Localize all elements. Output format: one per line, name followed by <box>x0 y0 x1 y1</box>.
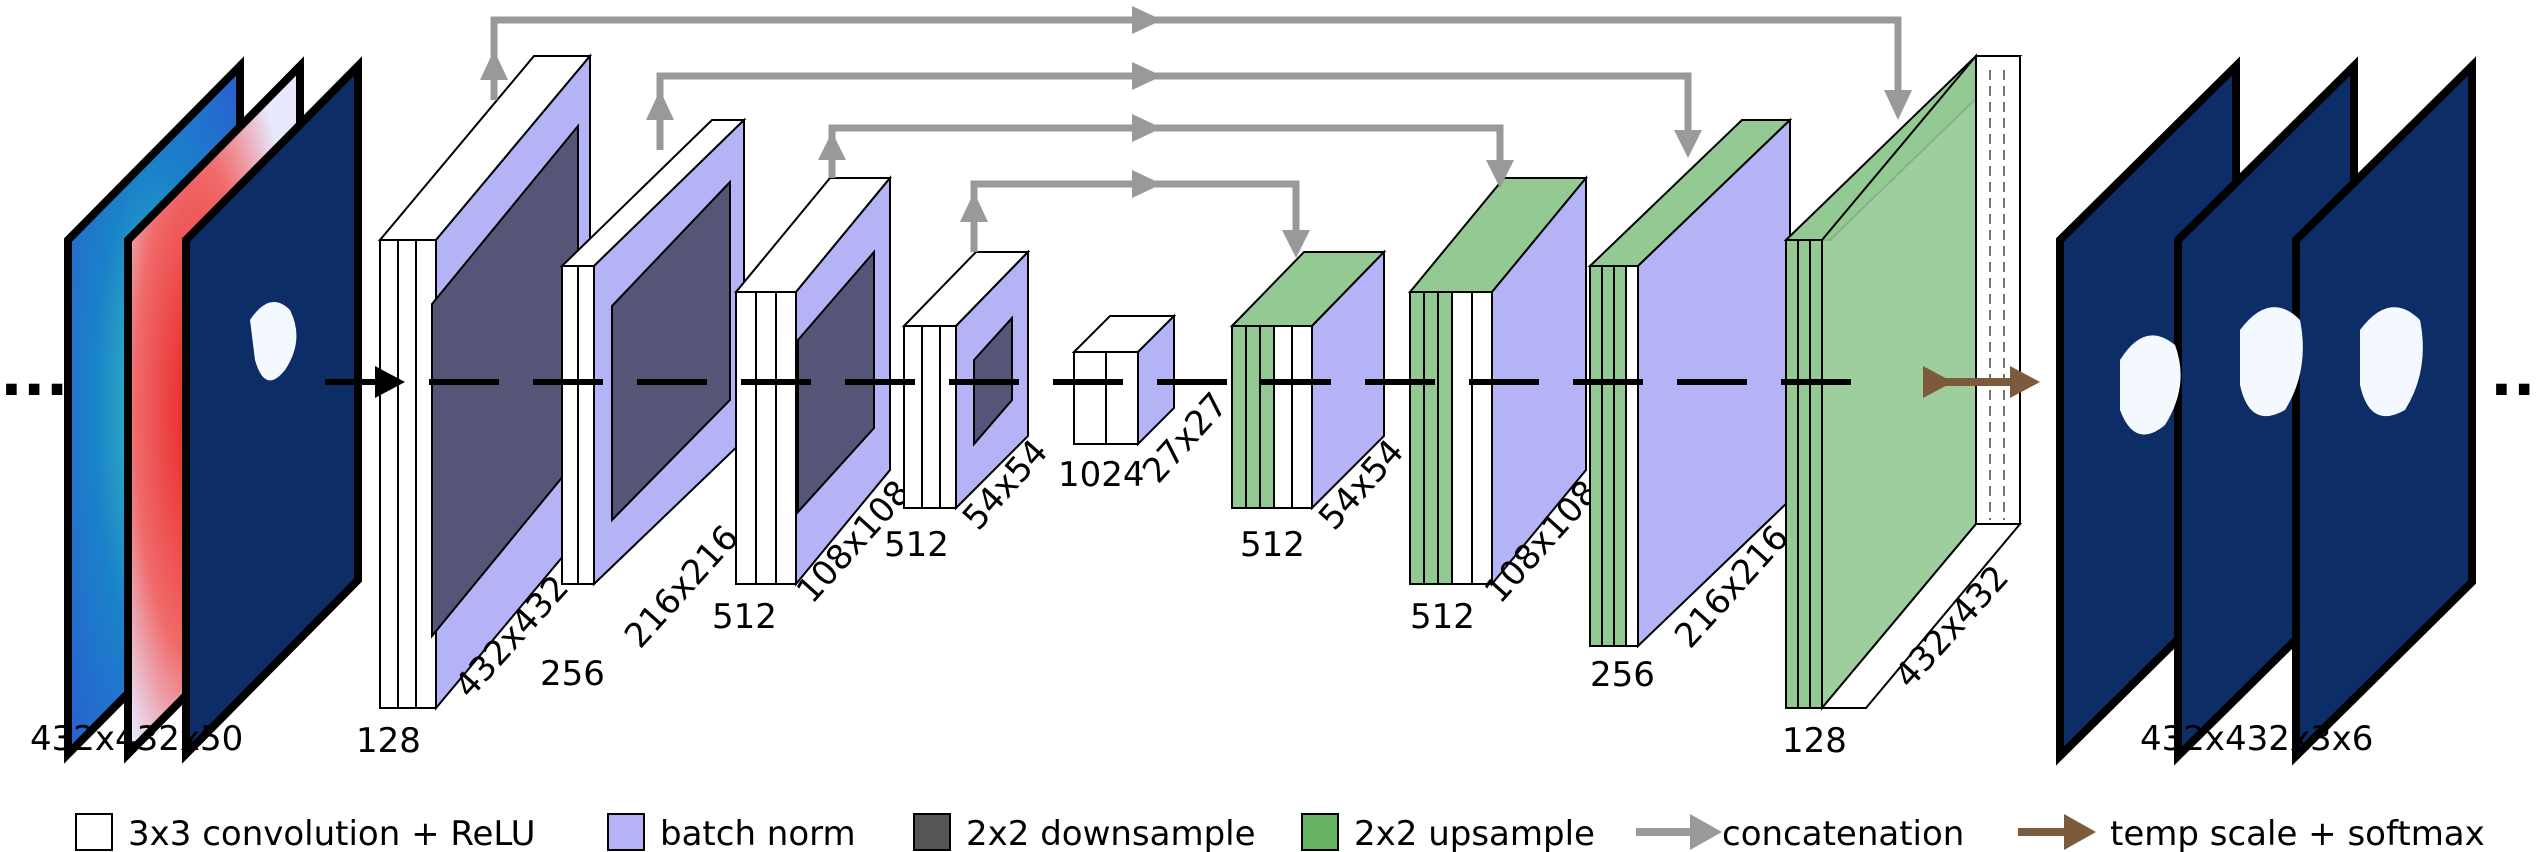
decoder-2-channels: 512 <box>1410 597 1475 637</box>
bottleneck-channels: 1024 <box>1058 455 1145 495</box>
output-dims-label: 432x432x3x6 <box>2140 719 2373 759</box>
upsample-layer <box>1423 291 1439 585</box>
legend-swatch-downsample <box>913 813 951 851</box>
output-ice-region-1 <box>2120 335 2181 435</box>
decoder-3-channels: 256 <box>1590 655 1655 695</box>
legend-softmax-arrow-head <box>2064 814 2096 850</box>
legend-label-softmax: temp scale + softmax <box>2110 814 2485 852</box>
conv-layer <box>1471 291 1493 585</box>
decoder-4-channels: 128 <box>1782 721 1847 761</box>
decoder-block-1: 512 54x54 <box>1229 249 1412 565</box>
decoder-block-3: 256 216x216 <box>1587 117 1797 695</box>
conv-layer <box>577 265 595 585</box>
conv-layer <box>379 239 399 709</box>
forward-flow <box>325 366 2040 398</box>
legend-label-downsample: 2x2 downsample <box>966 814 1256 852</box>
encoder-block-4: 512 54x54 <box>884 249 1056 565</box>
conv-layer <box>903 325 923 509</box>
decoder-1-channels: 512 <box>1240 525 1305 565</box>
conv-layer <box>1105 351 1139 445</box>
batch-norm-layer <box>1311 249 1385 511</box>
encoder-4-channels: 512 <box>884 525 949 565</box>
output-ice-region-2 <box>2240 307 2303 417</box>
conv-layer <box>1625 265 1639 647</box>
upsample-layer <box>1601 265 1615 647</box>
conv-layer <box>775 291 797 585</box>
skip-connection-3 <box>828 124 1504 178</box>
encoder-block-2: 256 216x216 <box>540 117 747 694</box>
legend-label-concatenation: concatenation <box>1722 814 1964 852</box>
upsample-layer <box>1785 239 1799 709</box>
conv-layer <box>939 325 957 509</box>
legend-swatch-batch-norm <box>607 813 645 851</box>
upsample-layer <box>1245 325 1261 509</box>
input-map-channel-3 <box>182 56 362 764</box>
legend-label-conv: 3x3 convolution + ReLU <box>128 814 536 852</box>
conv-layer <box>1073 351 1107 445</box>
conv-layer <box>397 239 417 709</box>
output-ice-region-3 <box>2360 307 2423 417</box>
flow-arrow-head <box>375 366 405 398</box>
conv-layer <box>1451 291 1473 585</box>
output-stack: ... 432x432x3x6 <box>2056 56 2541 766</box>
conv-layer <box>1291 325 1313 509</box>
upsample-layer <box>1613 265 1627 647</box>
decoder-block-2: 512 108x108 <box>1407 175 1607 637</box>
input-stack: ... 432x432x50 <box>0 56 362 764</box>
upsample-layer <box>1809 239 1823 709</box>
encoder-3-channels: 512 <box>712 597 777 637</box>
legend-concat-arrow-head <box>1690 814 1722 850</box>
upsample-layer <box>1437 291 1453 585</box>
legend: 3x3 convolution + ReLU batch norm 2x2 do… <box>75 813 2485 852</box>
conv-layer <box>1975 55 2021 525</box>
legend-swatch-conv <box>75 813 113 851</box>
input-ellipsis: ... <box>0 340 68 410</box>
skip-connection-2 <box>656 72 1692 150</box>
upsample-layer <box>1589 265 1603 647</box>
output-ellipsis: ... <box>2490 340 2541 410</box>
upsample-layer <box>1259 325 1275 509</box>
upsample-layer <box>1231 325 1247 509</box>
encoder-1-channels: 128 <box>356 721 421 761</box>
upsample-layer <box>1409 291 1425 585</box>
decoder-block-4: 128 432x432 <box>1782 53 2023 761</box>
encoder-block-3: 512 108x108 <box>712 175 919 637</box>
batch-norm-layer <box>1491 175 1587 587</box>
upsample-layer <box>1797 239 1811 709</box>
conv-layer <box>735 291 757 585</box>
input-ice-region <box>250 302 297 381</box>
legend-swatch-upsample <box>1301 813 1339 851</box>
encoder-2-channels: 256 <box>540 654 605 694</box>
conv-layer <box>755 291 777 585</box>
input-dims-label: 432x432x50 <box>30 719 243 759</box>
conv-layer <box>561 265 579 585</box>
downsample-layer <box>797 249 875 515</box>
legend-label-upsample: 2x2 upsample <box>1354 814 1595 852</box>
downsample-layer <box>611 179 731 523</box>
skip-arrow-heads <box>480 6 1912 258</box>
legend-label-batch-norm: batch norm <box>660 814 856 852</box>
batch-norm-layer <box>1137 313 1175 447</box>
conv-layer <box>921 325 941 509</box>
conv-layer <box>1273 325 1293 509</box>
bottleneck-block: 1024 27x27 <box>1058 313 1236 495</box>
